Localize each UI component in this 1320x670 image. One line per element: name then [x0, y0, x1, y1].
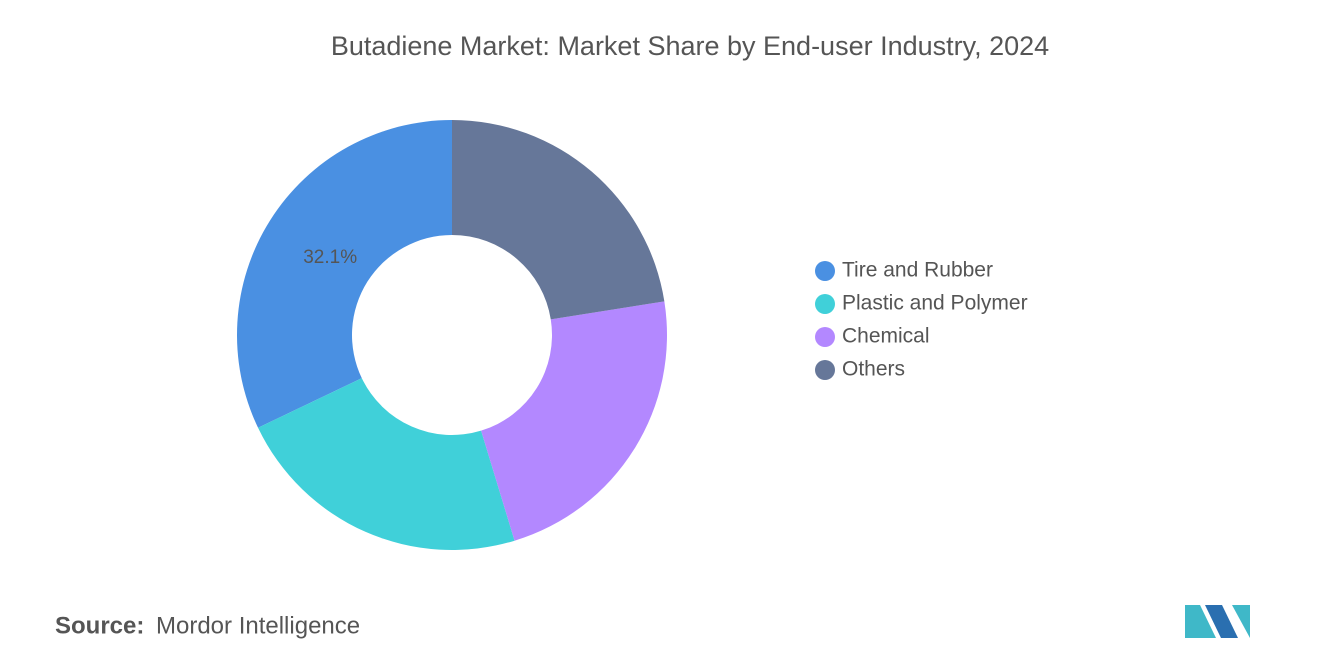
legend-label: Plastic and Polymer [842, 292, 1028, 315]
legend-marker [815, 360, 835, 380]
legend-marker [815, 294, 835, 314]
donut-slice [481, 301, 667, 541]
legend-label: Others [842, 358, 905, 381]
donut-slice [258, 378, 515, 550]
legend-label: Tire and Rubber [842, 259, 993, 282]
donut-slice [452, 120, 665, 320]
logo [1185, 605, 1250, 638]
legend-marker [815, 327, 835, 347]
data-label: 32.1% [303, 247, 357, 268]
source-text: Mordor Intelligence [156, 612, 360, 639]
chart-title: Butadiene Market: Market Share by End-us… [331, 31, 1049, 61]
source-label: Source: [55, 612, 144, 639]
legend-marker [815, 261, 835, 281]
legend-label: Chemical [842, 325, 930, 348]
donut-slice [237, 120, 452, 428]
